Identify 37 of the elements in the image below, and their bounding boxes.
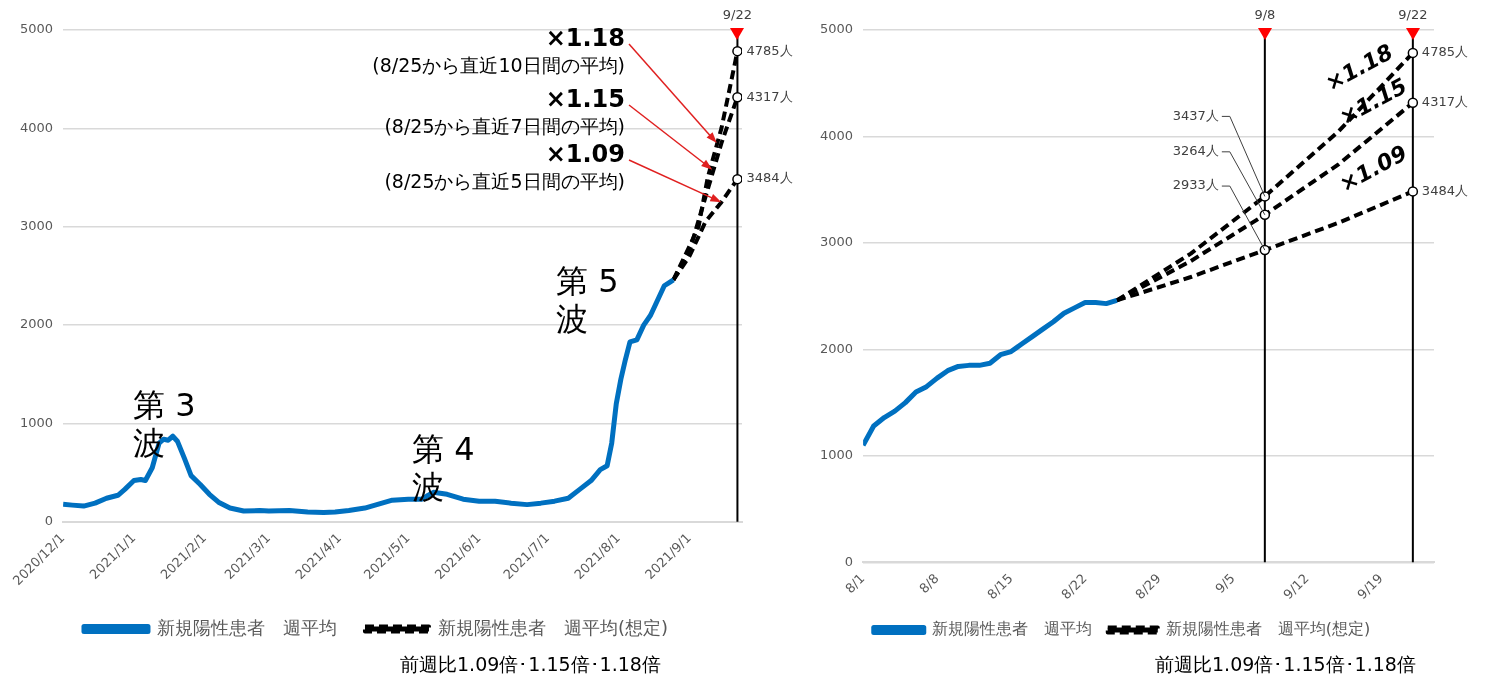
annotation: 第 5 波 [556,262,619,339]
y-tick-label: 4000 [19,119,54,135]
y-tick-label: 0 [844,553,854,569]
y-tick-label: 0 [44,513,54,529]
text: 前週比1.09倍･1.15倍･1.18倍 [400,652,661,677]
data-label: 3484人 [746,170,793,186]
y-tick-label: 1000 [819,447,854,463]
ref-line-label: 9/22 [722,6,753,22]
y-tick-label: 4000 [819,127,854,143]
annotation: ×1.09 (8/25から直近5日間の平均) [384,140,625,192]
legend-label: 新規陽性患者 週平均(想定) [1165,619,1371,639]
y-tick-label: 2000 [19,316,54,332]
ref-line-label: 9/8 [1254,6,1276,22]
y-tick-label: 5000 [819,21,854,37]
legend-label: 新規陽性患者 週平均 [931,619,1092,639]
data-label: 3264人 [1172,143,1219,159]
y-tick-label: 1000 [19,414,54,430]
legend-label: 新規陽性患者 週平均(想定) [437,616,669,638]
data-label: 4785人 [746,42,793,58]
legend-label: 新規陽性患者 週平均 [156,616,337,638]
annotation: ×1.15 (8/25から直近7日間の平均) [384,85,625,137]
x-tick-label: 8/8 [916,570,942,597]
data-label: 4317人 [1421,94,1468,110]
y-tick-label: 2000 [819,340,854,356]
data-label: 2933人 [1172,177,1219,193]
data-label: 4785人 [1421,44,1468,60]
data-label: 4317人 [746,88,793,104]
annotation: ×1.18 (8/25から直近10日間の平均) [372,24,625,76]
y-tick-label: 3000 [19,218,54,234]
data-label: 3437人 [1172,107,1219,123]
y-tick-label: 3000 [819,234,854,250]
y-tick-label: 5000 [19,21,54,37]
data-label: 3484人 [1421,182,1468,198]
ref-line-label: 9/22 [1398,6,1428,22]
x-tick-label: 8/1 [842,570,868,597]
x-tick-label: 9/5 [1212,570,1238,597]
text: 前週比1.09倍･1.15倍･1.18倍 [1155,652,1416,677]
